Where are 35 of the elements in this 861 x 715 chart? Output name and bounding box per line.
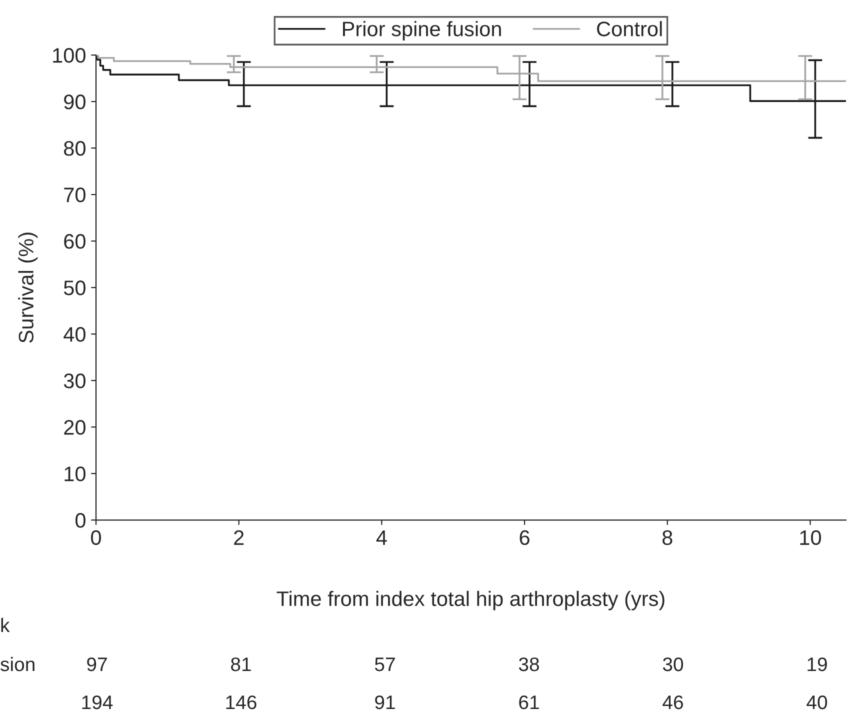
- text: 194: [82, 695, 113, 710]
- text: 38: [518, 657, 539, 672]
- x-axis-title: Time from index total hip arthroplasty (yrs): [276, 590, 664, 610]
- y-tick-label: 80: [64, 141, 86, 156]
- x-tick-label: 6: [520, 530, 530, 546]
- text: 19: [808, 657, 827, 672]
- text: k: [1, 618, 10, 632]
- legend-label: Prior spine fusion: [343, 21, 501, 40]
- y-tick-label: 30: [64, 374, 86, 388]
- text: 91: [375, 695, 395, 710]
- y-tick-label: 50: [64, 280, 86, 296]
- text: 40: [806, 695, 828, 710]
- x-tick-label: 8: [662, 530, 672, 546]
- y-tick-label: 60: [64, 234, 86, 249]
- x-tick-label: 4: [376, 530, 387, 545]
- text: 97: [87, 657, 107, 672]
- text: 46: [662, 695, 683, 710]
- x-tick-label: 0: [91, 530, 101, 546]
- y-tick-label: 90: [64, 94, 86, 110]
- y-tick-label: 0: [76, 513, 86, 528]
- y-tick-label: 20: [64, 420, 86, 435]
- text: sion: [0, 656, 34, 672]
- x-tick-label: 2: [234, 530, 244, 545]
- legend-label: Control: [597, 21, 662, 36]
- text: 30: [662, 657, 684, 672]
- text: 61: [519, 695, 539, 710]
- y-axis-title: Survival (%): [18, 232, 38, 343]
- y-tick-label: 40: [64, 327, 86, 342]
- text: 57: [374, 658, 395, 672]
- text: 146: [226, 695, 256, 710]
- x-tick-label: 10: [800, 530, 821, 546]
- y-tick-label: 70: [64, 188, 86, 202]
- text: 81: [231, 657, 251, 672]
- y-tick-label: 10: [64, 466, 86, 482]
- y-tick-label: 100: [53, 48, 86, 63]
